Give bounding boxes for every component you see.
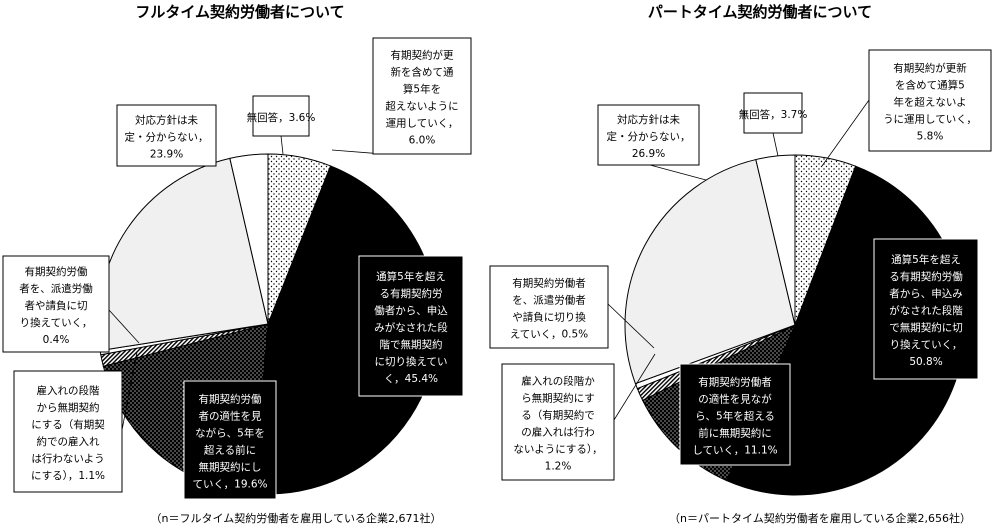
sample-size-note: （n＝パートタイム契約労働者を雇用している企業2,656社） <box>669 511 971 525</box>
slice-label: 無回答，3.6% <box>247 111 316 124</box>
slice-label: 有期契約が更新を含めて通算5年を超えないように運用していく， 6.0% <box>385 48 458 146</box>
slice-label: 雇入れの段階から無期契約にする（有期契約での雇入れは行わないようにする）， 1.2… <box>513 374 602 472</box>
label-box <box>252 95 310 137</box>
slice-label: 対応方針は未定・分からない， 23.9% <box>125 113 209 160</box>
slice-label: 無回答，3.7% <box>739 108 808 121</box>
slice-label: 通算5年を超える有期契約労働者から、申込みがなされた段階で無期契約に切り換えてい… <box>889 253 963 368</box>
label-box <box>372 37 472 155</box>
slice-label: 通算5年を超える有期契約労働者から、申込みがなされた段階で無期契約に切り換えてい… <box>374 270 448 385</box>
leader-line <box>108 309 140 344</box>
label-box <box>183 380 277 500</box>
leader-line <box>121 351 138 431</box>
label-box <box>501 363 615 481</box>
label-box <box>358 255 464 397</box>
pie-slice <box>624 158 796 385</box>
leader-line <box>613 353 656 421</box>
leader-line <box>607 303 655 349</box>
sample-size-note: （n＝フルタイム契約労働者を雇用している企業2,671社） <box>151 511 442 525</box>
slice-label: 雇入れの段階から無期契約にする（有期契約での雇入れは行わないようにする），1.1… <box>31 384 105 482</box>
label-box <box>489 265 609 349</box>
label-box <box>868 49 992 152</box>
label-box <box>873 238 979 380</box>
slice-label: 有期契約労働者を、派遣労働者や請負に切り換えていく， 0.4% <box>19 265 93 346</box>
slice-label: 有期契約労働者の適性を見ながら、5年を超える前に無期契約にしていく，19.6% <box>192 392 267 490</box>
label-box <box>679 363 791 466</box>
label-box <box>743 92 803 134</box>
chart-title: パートタイム契約労働者について <box>648 3 872 21</box>
label-box <box>116 104 217 167</box>
slice-label: 対応方針は未定・分からない， 26.9% <box>607 113 691 160</box>
leader-line <box>772 132 779 157</box>
label-box <box>2 255 110 353</box>
slice-label: 有期契約が更新を含めて通算5 年を超えないように運用していく， 5.8% <box>883 61 977 142</box>
chart-title: フルタイム契約労働者について <box>135 3 344 21</box>
pie-slice <box>755 154 796 326</box>
label-box <box>13 370 123 493</box>
pie-slice <box>229 153 269 325</box>
label-box <box>597 104 700 166</box>
leader-line <box>280 135 284 155</box>
leader-line <box>649 164 707 181</box>
slice-label: 有期契約労働者を、派遣労働者や請負に切り換えていく，0.5% <box>510 276 588 340</box>
leader-line <box>821 99 870 167</box>
slice-label: 有期契約労働者の適性を見ながら、5年を超える前に無期契約にしていく，11.1% <box>692 375 777 456</box>
